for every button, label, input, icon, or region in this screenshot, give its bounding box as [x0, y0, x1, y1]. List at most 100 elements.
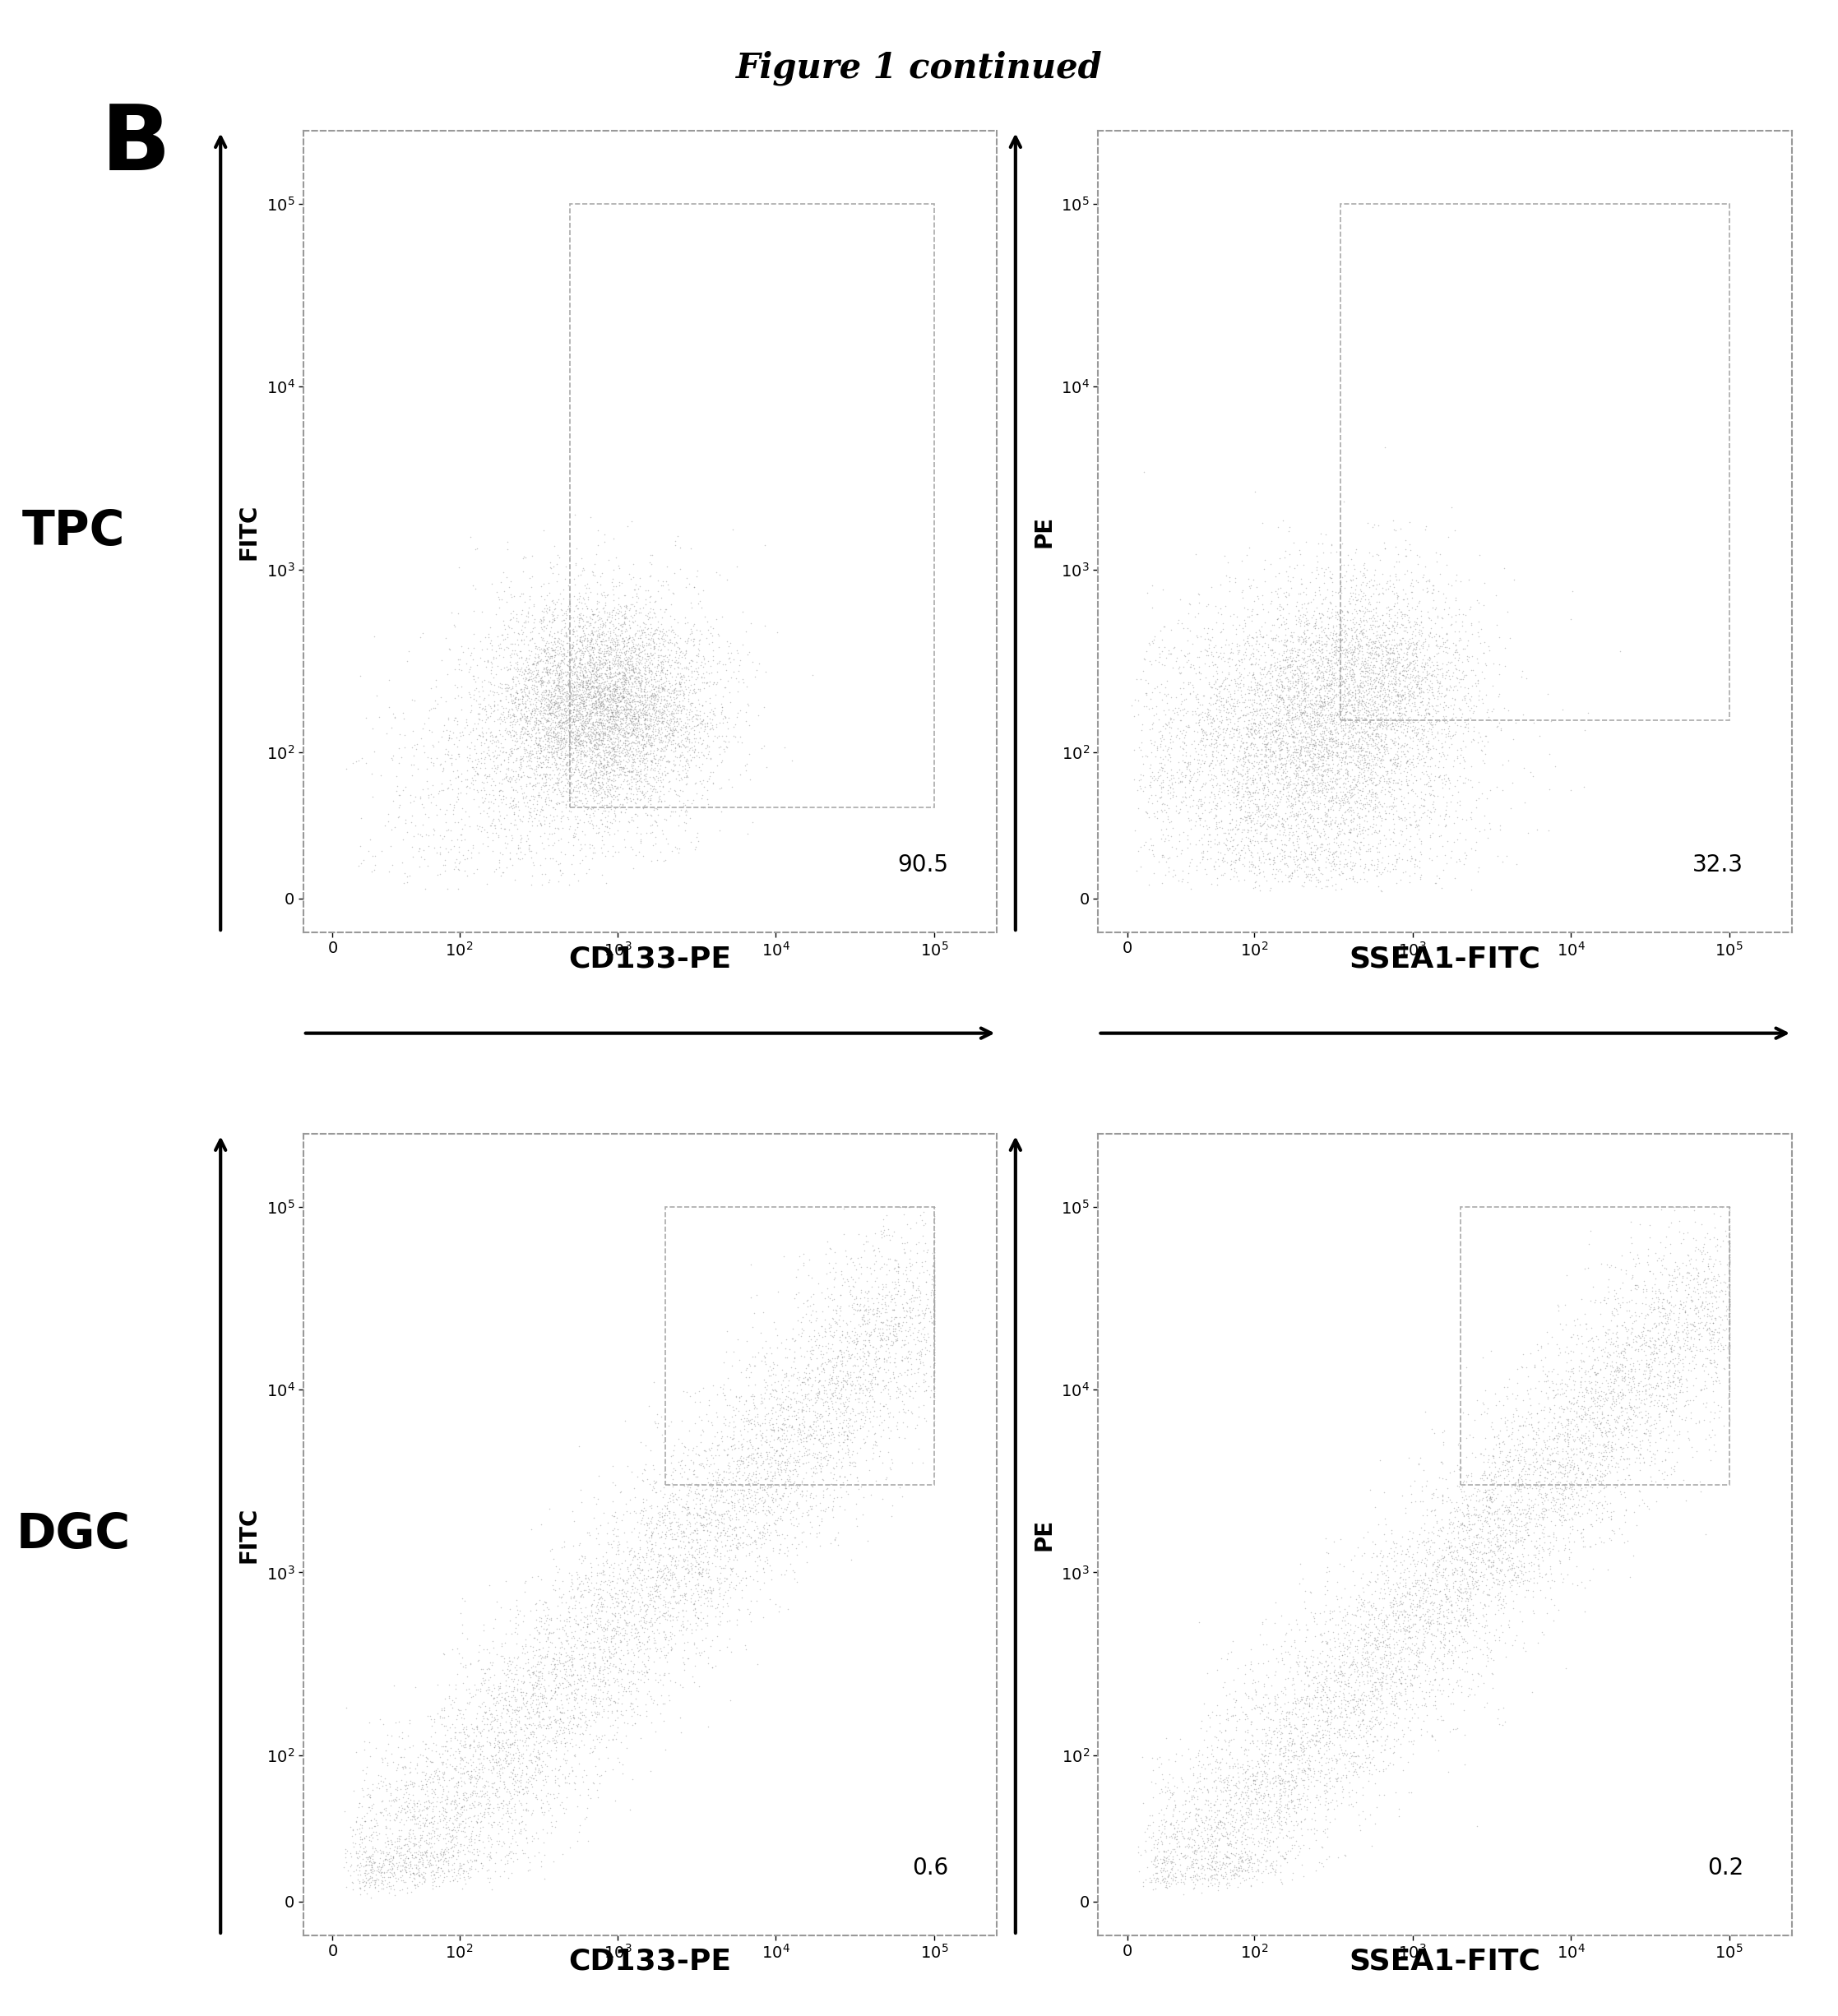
Point — [377, 1845, 406, 1877]
Point — [496, 720, 526, 752]
Point — [1307, 700, 1336, 732]
Point — [1437, 1637, 1467, 1669]
Point — [1312, 1768, 1342, 1800]
Point — [1209, 637, 1239, 669]
Point — [1364, 687, 1393, 720]
Point — [1149, 794, 1178, 827]
Point — [1239, 637, 1268, 669]
Point — [531, 655, 561, 687]
Point — [743, 1399, 772, 1431]
Point — [1215, 687, 1244, 720]
Point — [597, 645, 627, 677]
Point — [391, 1841, 421, 1873]
Point — [471, 1657, 500, 1689]
Point — [1641, 1310, 1671, 1343]
Point — [1217, 722, 1246, 754]
Point — [632, 1663, 662, 1695]
Point — [513, 663, 542, 696]
Point — [1579, 1552, 1608, 1585]
Point — [1277, 1661, 1307, 1693]
Point — [1377, 1613, 1406, 1645]
Point — [1129, 748, 1158, 780]
Point — [1458, 1508, 1487, 1540]
Point — [1198, 1843, 1228, 1875]
Point — [610, 718, 640, 750]
Point — [1303, 1675, 1333, 1708]
Point — [614, 641, 643, 673]
Point — [533, 1623, 562, 1655]
Point — [393, 1820, 423, 1853]
Point — [895, 1381, 925, 1413]
Point — [698, 1369, 728, 1401]
Point — [540, 1631, 570, 1663]
Point — [651, 1619, 680, 1651]
Point — [702, 667, 732, 700]
Point — [1399, 1560, 1428, 1593]
Point — [355, 1841, 384, 1873]
Point — [1434, 566, 1463, 599]
Point — [1281, 669, 1310, 702]
Point — [640, 1617, 669, 1649]
Point — [450, 843, 480, 875]
Point — [1610, 1500, 1639, 1532]
Point — [1336, 613, 1366, 645]
Point — [1228, 1837, 1257, 1869]
Point — [1344, 726, 1373, 758]
Point — [720, 1399, 750, 1431]
Point — [1351, 591, 1380, 623]
Point — [1478, 1558, 1507, 1591]
Point — [1193, 1865, 1222, 1897]
Point — [437, 1839, 467, 1871]
Point — [594, 816, 623, 849]
Point — [658, 1484, 687, 1516]
Point — [698, 1484, 728, 1516]
Point — [616, 1655, 645, 1687]
Point — [829, 1337, 858, 1369]
Point — [689, 770, 719, 802]
Point — [1412, 1631, 1441, 1663]
Point — [1476, 1445, 1505, 1478]
Point — [1215, 706, 1244, 738]
Point — [811, 1385, 840, 1417]
Point — [919, 1322, 948, 1355]
Point — [605, 732, 634, 764]
Point — [719, 1429, 748, 1462]
Point — [629, 1637, 658, 1669]
Point — [1235, 728, 1265, 760]
Point — [1412, 720, 1441, 752]
Point — [1638, 1347, 1667, 1379]
Point — [1586, 1353, 1616, 1385]
Point — [618, 706, 647, 738]
Point — [726, 1474, 755, 1506]
Point — [625, 621, 654, 653]
Point — [1226, 1780, 1255, 1812]
Point — [1571, 1474, 1601, 1506]
Point — [616, 762, 645, 794]
Point — [1371, 685, 1401, 718]
Point — [919, 1304, 948, 1337]
Point — [362, 1851, 391, 1883]
Point — [658, 1579, 687, 1611]
Point — [1369, 706, 1399, 738]
Point — [619, 1708, 649, 1740]
Point — [1136, 823, 1165, 855]
Point — [1154, 1861, 1184, 1893]
Point — [720, 663, 750, 696]
Point — [1481, 1470, 1511, 1502]
Point — [838, 1413, 868, 1445]
Point — [676, 1572, 706, 1605]
Point — [1294, 800, 1323, 833]
Point — [763, 1399, 792, 1431]
Point — [1204, 722, 1233, 754]
Point — [584, 1653, 614, 1685]
Point — [1588, 1389, 1617, 1421]
Point — [673, 736, 702, 768]
Point — [1231, 746, 1261, 778]
Point — [1263, 691, 1292, 724]
Point — [1268, 806, 1298, 839]
Point — [480, 689, 509, 722]
Point — [592, 597, 621, 629]
Point — [1441, 1542, 1470, 1574]
Point — [450, 1716, 480, 1748]
Point — [851, 1425, 880, 1458]
